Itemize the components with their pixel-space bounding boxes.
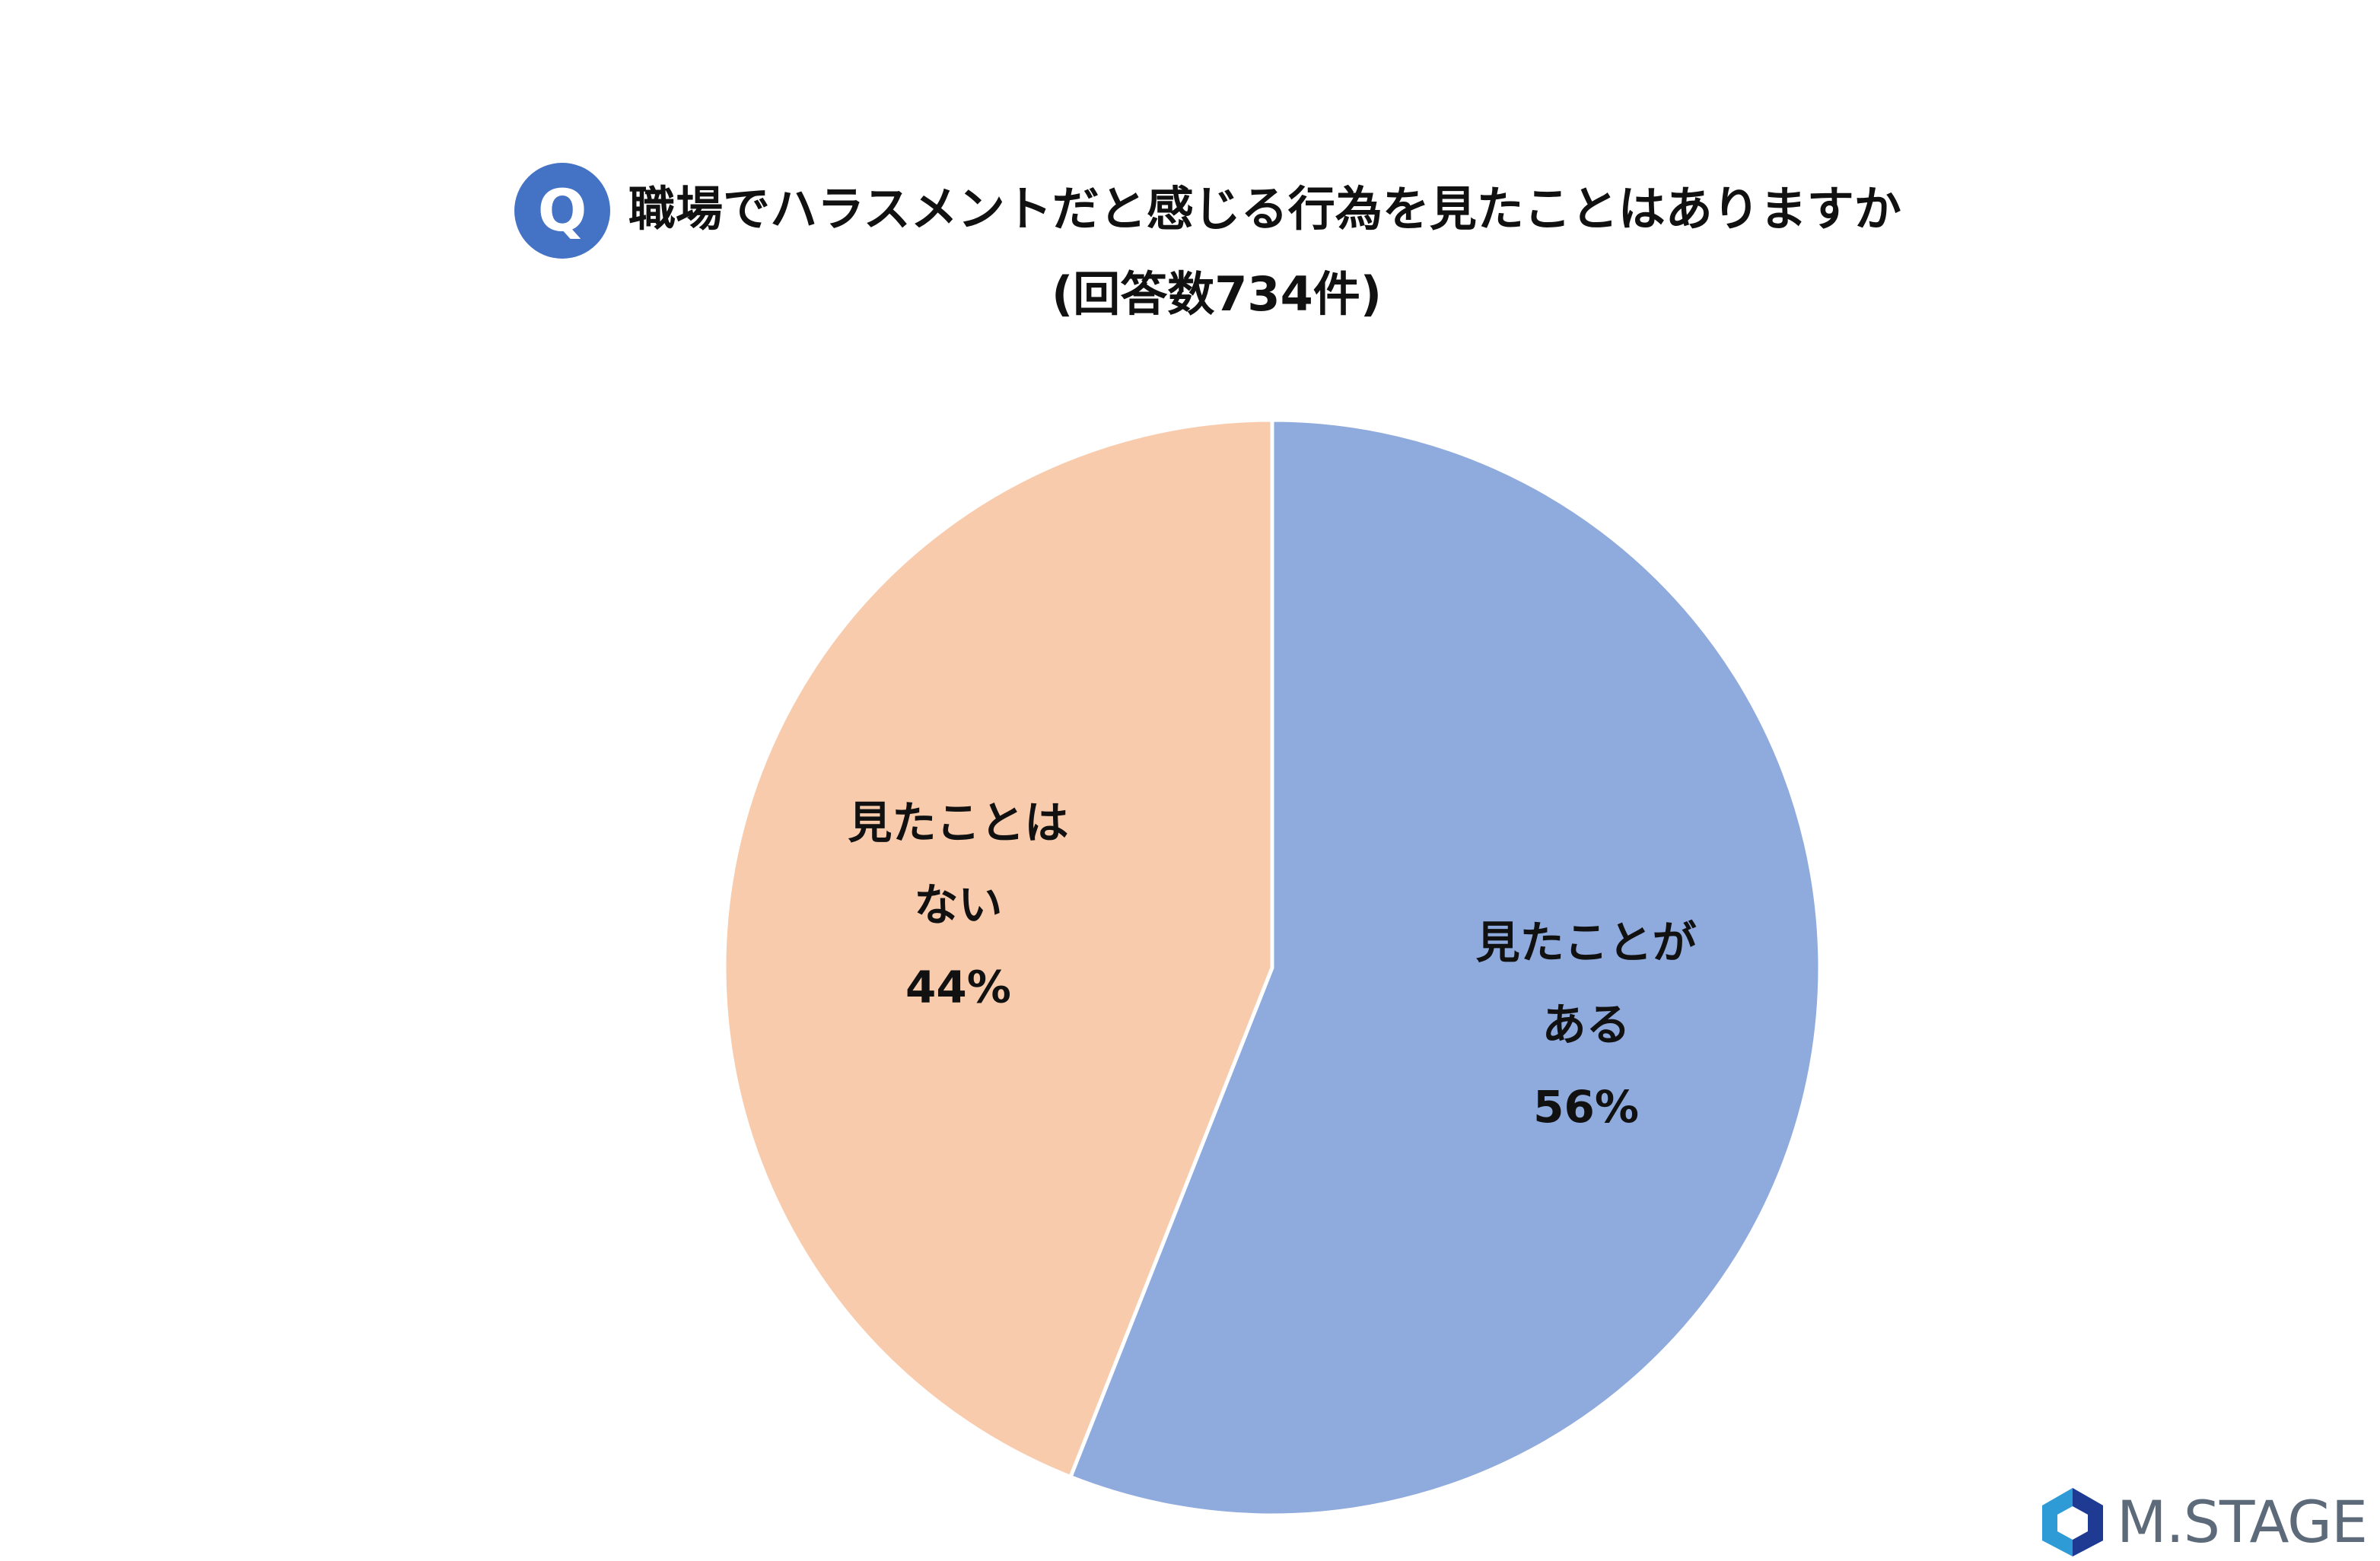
logo-text: M.STAGE	[2117, 1488, 2368, 1556]
chart-title: 職場でハラスメントだと感じる行為を見たことはありますか	[628, 181, 1901, 237]
pie-slices	[722, 418, 1822, 1518]
slice-value-label-1: 56%	[1533, 1081, 1639, 1133]
slice-value-label-2: 44%	[905, 961, 1011, 1013]
pie-slice-1	[1068, 418, 1822, 1518]
brand-logo: M.STAGE	[2036, 1485, 2380, 1558]
pie-slice-2	[722, 418, 1274, 1479]
chart-title-block: Q 職場でハラスメントだと感じる行為を見たことはありますか (回答数734件)	[0, 152, 2380, 335]
slice-category-label-1: ある	[1542, 999, 1631, 1051]
slice-category-label-2: 見たことは	[848, 796, 1068, 848]
question-badge: Q	[514, 163, 610, 259]
chart-subtitle: (回答数734件)	[1051, 266, 1382, 322]
hexagon-logo-icon	[2042, 1488, 2103, 1556]
slice-category-label-2: ない	[914, 879, 1002, 930]
slice-category-label-1: 見たことが	[1476, 917, 1697, 968]
